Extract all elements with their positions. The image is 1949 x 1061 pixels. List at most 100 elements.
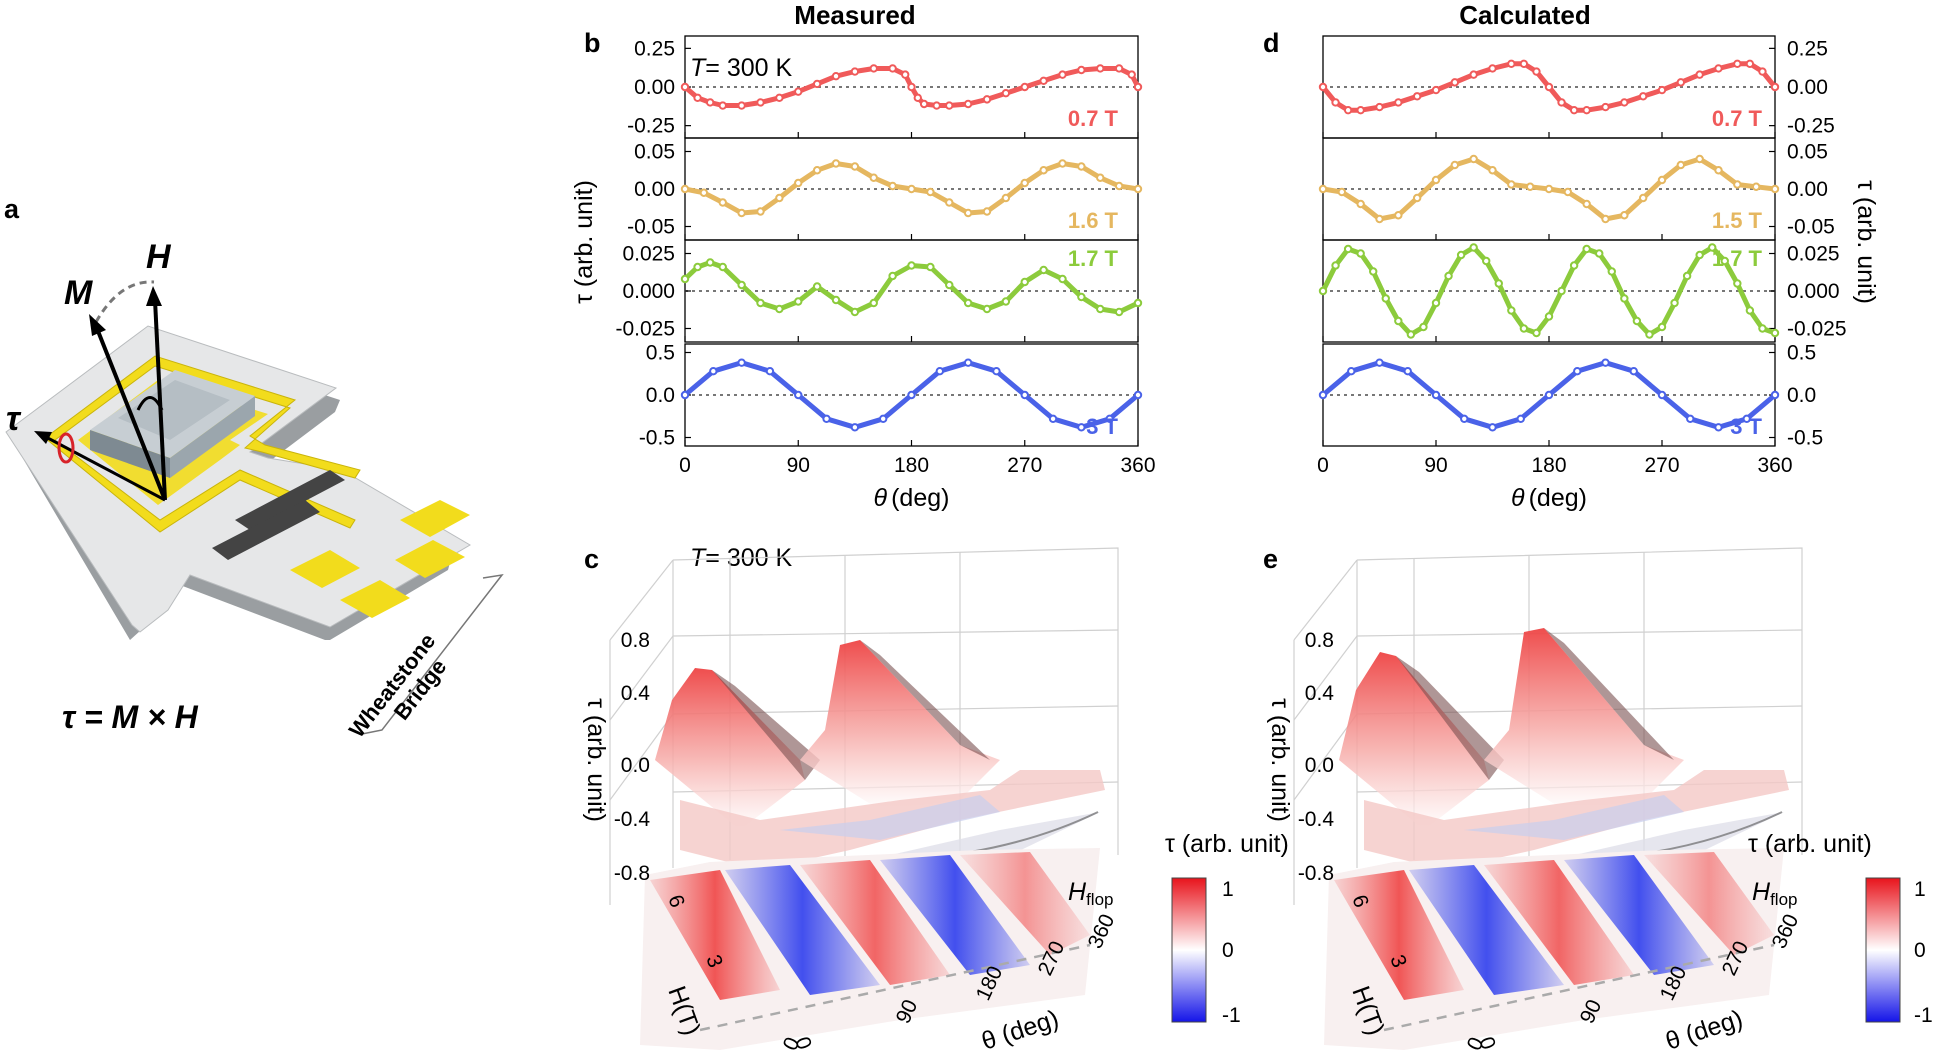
y-tick-label: 0.05 — [1787, 141, 1828, 164]
data-point — [1607, 267, 1616, 276]
data-point — [1507, 180, 1516, 189]
data-point — [1318, 390, 1328, 400]
data-point — [888, 64, 897, 73]
data-point — [1048, 414, 1058, 423]
data-point — [1456, 250, 1466, 260]
data-point — [1676, 78, 1686, 87]
temp-symbol-c: T — [690, 544, 707, 572]
hflop-line — [1383, 943, 1775, 1032]
data-point — [1127, 70, 1136, 79]
data-point — [1733, 59, 1742, 69]
series-panel-3: 0.025 0.000 -0.025 1.7 T — [615, 239, 1143, 343]
field-label: 3 T — [1086, 414, 1118, 439]
series-panel-3: 0.025 0.000 -0.025 1.7 T — [1318, 239, 1847, 343]
title-calculated: Calculated — [1459, 0, 1591, 30]
data-point — [1770, 82, 1780, 92]
x-tick-label: 90 — [787, 454, 810, 477]
data-point — [1347, 367, 1356, 376]
data-point — [1403, 367, 1412, 376]
data-point — [1601, 102, 1610, 112]
y-tick-label: -0.05 — [1787, 216, 1835, 239]
data-point — [869, 173, 878, 182]
data-point — [680, 82, 690, 92]
data-point — [1133, 390, 1143, 400]
data-point — [1450, 160, 1460, 170]
panel-b-measured-chart: 0.250.00-0.25 0.7 T0.050.00-0.05 1.6 T0.02… — [570, 35, 1156, 512]
z-axis-label: τ (arb. unit) — [1266, 698, 1294, 822]
data-point — [1419, 322, 1428, 332]
y-tick-label: 0.000 — [1787, 280, 1840, 303]
data-point — [1682, 271, 1692, 281]
data-point — [831, 71, 841, 81]
data-point — [794, 178, 803, 188]
x-tick-label: 180 — [894, 454, 929, 477]
data-point — [831, 159, 841, 168]
z-tick: -0.8 — [614, 862, 650, 885]
data-point — [1356, 105, 1365, 115]
temperature-label-b: T= 300 K — [690, 54, 792, 82]
data-point — [1375, 214, 1384, 224]
colorbar-title: τ (arb. unit) — [1165, 830, 1289, 858]
theta-axis-label: θ (deg) — [1662, 1005, 1746, 1056]
data-point — [1582, 105, 1591, 115]
x-axis: 0 90 180 270 360 θ (deg) — [1317, 454, 1792, 512]
data-point — [1444, 271, 1453, 281]
series-panel-1: 0.25 0.00 -0.25 0.7 T — [1318, 35, 1835, 139]
y-tick-label: 0.0 — [1787, 384, 1816, 407]
data-point — [1708, 243, 1717, 252]
data-point — [1020, 277, 1029, 287]
data-point — [1758, 67, 1767, 76]
y-tick-label: 0.025 — [622, 243, 675, 266]
data-point — [775, 93, 784, 103]
panel-label-e: e — [1263, 544, 1278, 574]
data-point — [1670, 298, 1679, 308]
data-point — [1695, 70, 1704, 79]
data-point — [888, 181, 897, 191]
panel-label-a: a — [4, 194, 20, 224]
data-point — [1695, 154, 1704, 164]
z-tick: 0.0 — [1305, 754, 1334, 777]
data-point — [1114, 307, 1124, 317]
data-point — [693, 93, 702, 103]
hflop-label: Hflop — [1752, 878, 1797, 909]
data-point — [932, 101, 941, 110]
panel-label-d: d — [1263, 28, 1280, 58]
data-point — [878, 414, 888, 423]
data-point — [1544, 184, 1554, 194]
z-axis: 0.8 0.4 0.0 -0.4 -0.8 τ (arb. unit) — [1266, 629, 1334, 885]
data-point — [963, 358, 973, 367]
x-tick-label: 270 — [1007, 454, 1042, 477]
y-axis-label: τ (arb. unit) — [1852, 180, 1880, 304]
hflop-line — [699, 943, 1091, 1032]
series-panel-2: 0.05 0.00 -0.05 1.5 T — [1318, 137, 1835, 241]
data-point — [1337, 187, 1347, 197]
data-point — [737, 101, 746, 110]
data-point — [1770, 390, 1780, 400]
svg-text:T= 300 K: T= 300 K — [690, 54, 792, 82]
data-point — [1519, 59, 1529, 69]
data-point — [1695, 250, 1704, 260]
data-point — [1039, 166, 1048, 175]
contour-map — [640, 848, 1100, 1050]
data-point — [794, 297, 803, 306]
data-point — [1620, 294, 1629, 303]
y-tick-label: 0.00 — [1787, 76, 1828, 99]
rotation-icon — [57, 432, 75, 464]
data-point — [1629, 367, 1638, 376]
data-point — [1460, 414, 1469, 423]
data-point — [1039, 76, 1048, 86]
data-point — [794, 87, 803, 96]
data-point — [705, 258, 715, 267]
y-tick-label: -0.025 — [1787, 318, 1847, 341]
m-arrowhead — [89, 314, 106, 336]
data-point — [1077, 292, 1086, 302]
z-tick: 0.8 — [621, 629, 650, 652]
colorbar-tick: 1 — [1222, 878, 1234, 901]
data-point — [1394, 211, 1403, 220]
y-tick-label: 0.5 — [1787, 342, 1816, 365]
label-M: M — [64, 274, 93, 312]
z-tick: 0.4 — [1305, 682, 1335, 705]
data-point — [1469, 154, 1478, 164]
y-tick-label: -0.25 — [627, 115, 675, 138]
